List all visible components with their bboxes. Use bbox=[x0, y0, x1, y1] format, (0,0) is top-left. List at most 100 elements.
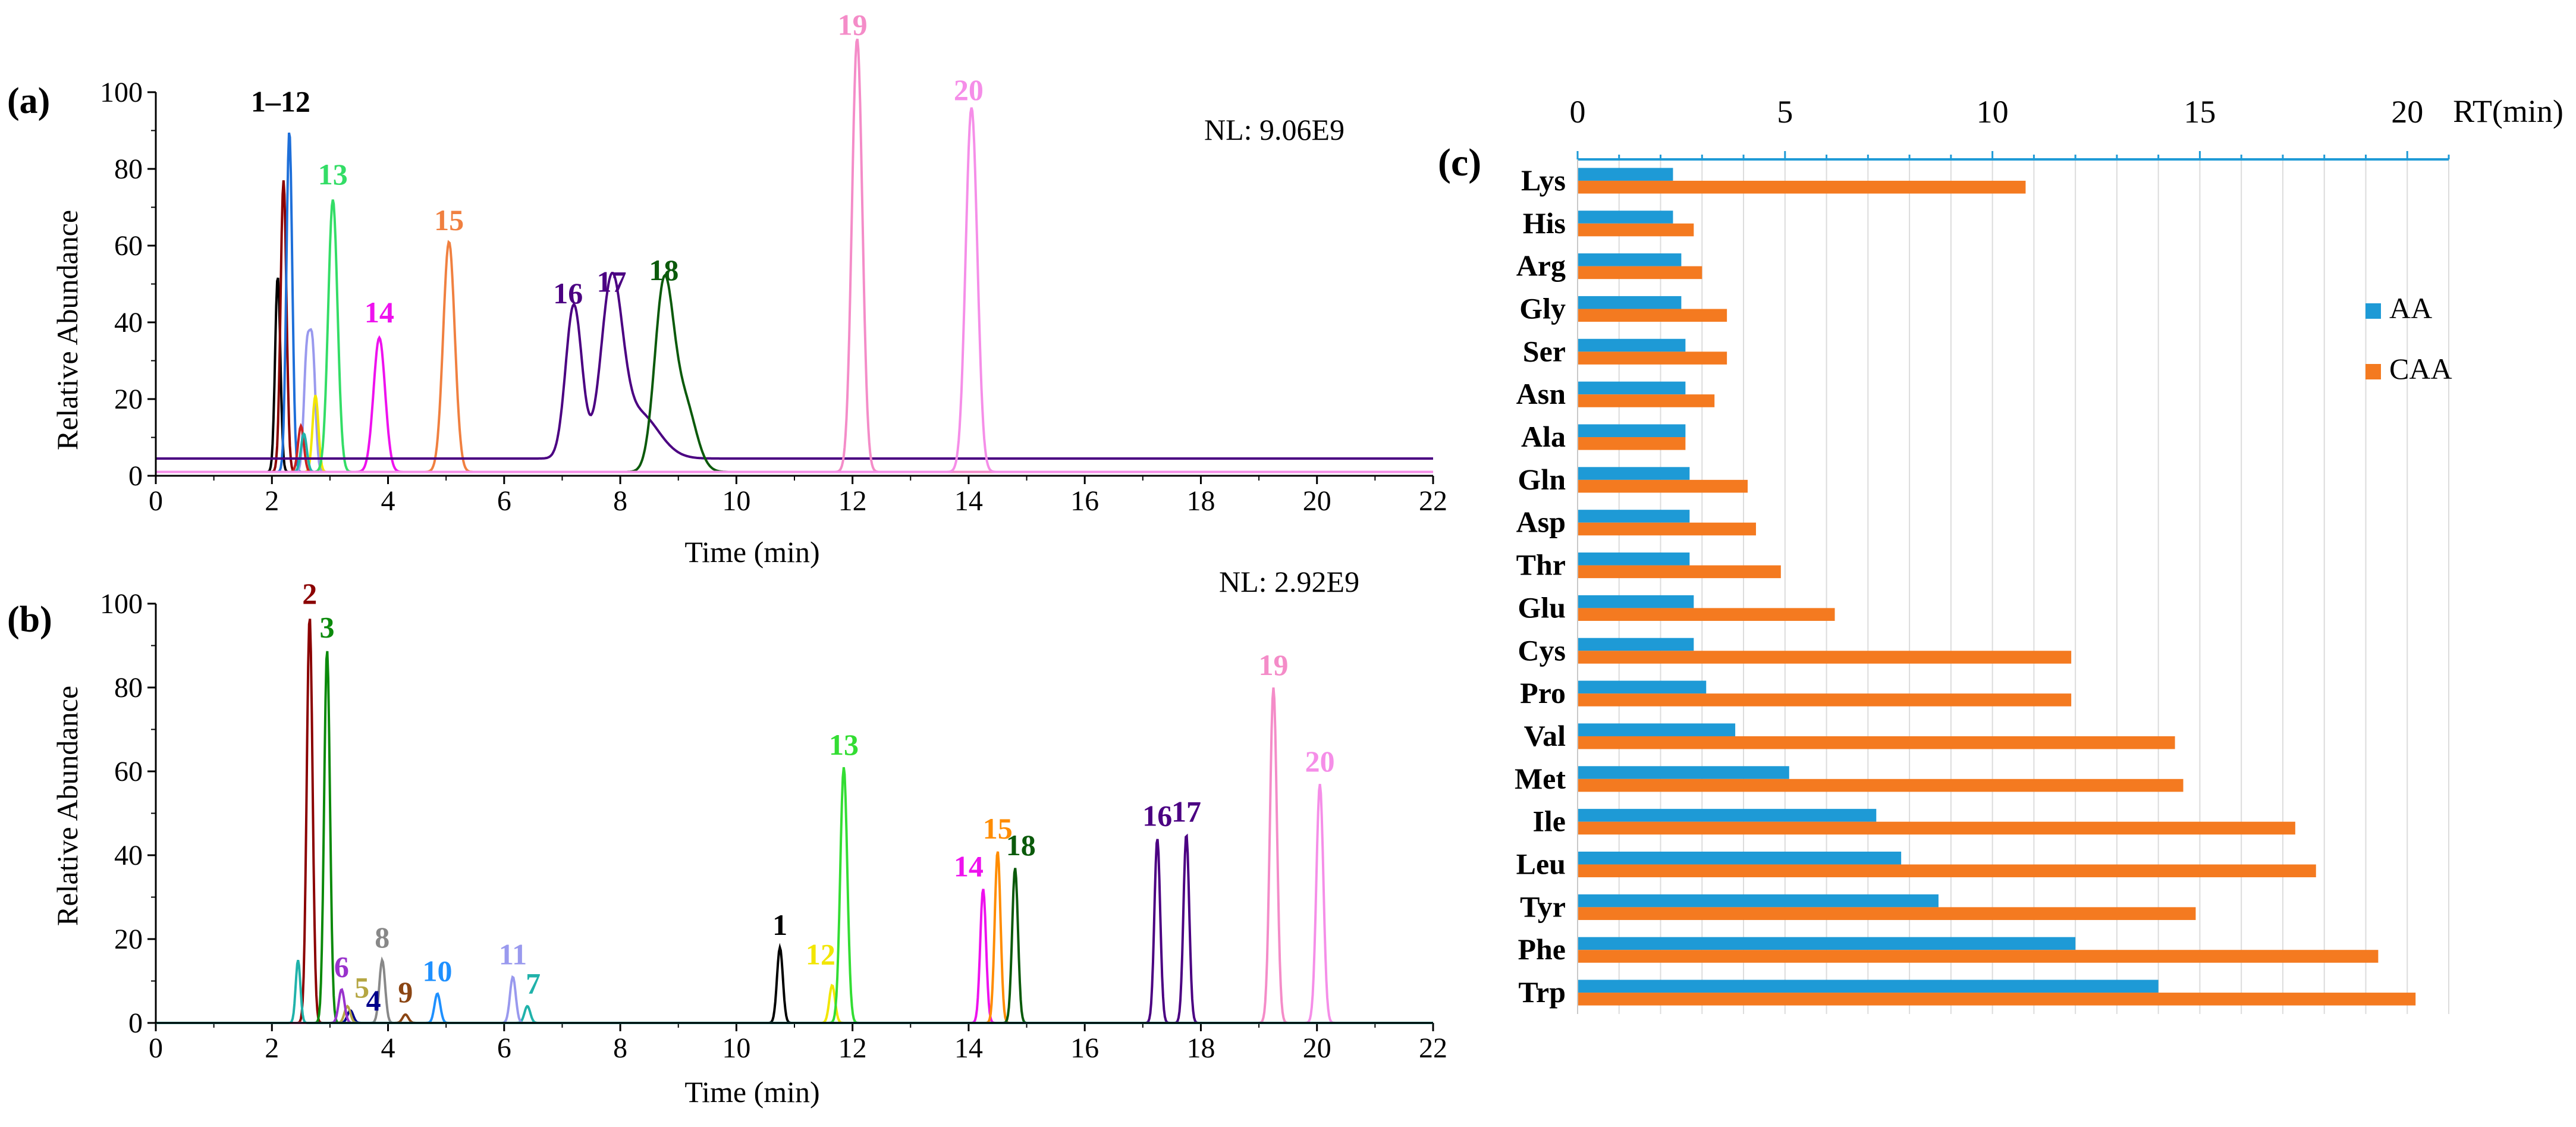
x-tick-label: 20 bbox=[2391, 94, 2423, 130]
x-tick-label: 0 bbox=[149, 1032, 163, 1064]
trace-20 bbox=[156, 107, 1433, 473]
bar-caa-gly bbox=[1578, 309, 1727, 322]
normalization-level-a: NL: 9.06E9 bbox=[1204, 113, 1344, 146]
peak-label: 6 bbox=[334, 950, 349, 983]
peak-label: 2 bbox=[302, 577, 317, 610]
axis-ticks-c: 0 5 10 15 20 bbox=[1570, 94, 2450, 159]
y-tick-label: 0 bbox=[128, 1007, 143, 1039]
category-label: Arg bbox=[1516, 249, 1566, 282]
trace-2 bbox=[156, 180, 1433, 473]
retention-time-bar-panel: (c) RT(min) Lys His Arg Gly Ser Asn Ala Gln Asp T… bbox=[1438, 93, 2564, 1014]
x-tick-label: 10 bbox=[722, 1032, 750, 1064]
category-label: Asn bbox=[1516, 377, 1566, 410]
category-label: Leu bbox=[1516, 847, 1566, 881]
category-label: Glu bbox=[1518, 591, 1566, 624]
category-label: Lys bbox=[1521, 164, 1566, 197]
category-label: His bbox=[1523, 206, 1566, 240]
bar-aa-ser bbox=[1578, 338, 1686, 352]
category-label: Pro bbox=[1520, 676, 1566, 710]
trace-19 bbox=[156, 38, 1433, 473]
x-tick-label: 16 bbox=[1070, 485, 1099, 517]
bar-aa-asp bbox=[1578, 510, 1690, 523]
category-label: Gln bbox=[1518, 463, 1566, 496]
bar-caa-ile bbox=[1578, 821, 2295, 835]
peak-label: 16 bbox=[553, 277, 583, 310]
x-tick-label: 16 bbox=[1070, 1032, 1099, 1064]
peak-label: 7 bbox=[526, 967, 541, 1000]
legend-swatch-aa bbox=[2365, 303, 2381, 319]
traces-a bbox=[156, 38, 1433, 473]
x-axis-label-c: RT(min) bbox=[2453, 93, 2564, 129]
category-label: Phe bbox=[1518, 933, 1566, 966]
category-label: Trp bbox=[1518, 975, 1566, 1009]
bar-aa-val bbox=[1578, 723, 1736, 736]
peak-label: 19 bbox=[838, 8, 868, 41]
trace-13 bbox=[156, 767, 1433, 1024]
panel-label-b: (b) bbox=[7, 599, 52, 640]
peak-label: 15 bbox=[983, 812, 1013, 845]
trace-4 bbox=[156, 328, 1433, 473]
x-tick-label: 2 bbox=[265, 485, 279, 517]
x-tick-label: 14 bbox=[954, 1032, 983, 1064]
peak-label: 19 bbox=[1259, 648, 1289, 682]
bar-caa-asn bbox=[1578, 394, 1715, 407]
y-tick-label: 40 bbox=[114, 840, 143, 871]
bar-aa-glu bbox=[1578, 595, 1694, 608]
peak-labels-a: 1–12 13 14 15 16 17 18 19 20 bbox=[251, 8, 984, 329]
bar-aa-met bbox=[1578, 766, 1789, 779]
y-tick-label: 20 bbox=[114, 384, 143, 415]
bar-caa-trp bbox=[1578, 993, 2416, 1006]
trace-16-17 bbox=[156, 272, 1433, 460]
x-tick-label: 6 bbox=[497, 1032, 511, 1064]
bar-caa-met bbox=[1578, 778, 2184, 792]
gridlines-c bbox=[1618, 159, 2449, 1014]
category-label: Thr bbox=[1516, 548, 1566, 582]
bar-caa-gln bbox=[1578, 479, 1748, 493]
x-tick-label: 15 bbox=[2184, 94, 2216, 130]
peak-label: 4 bbox=[366, 984, 381, 1017]
y-tick-label: 40 bbox=[114, 307, 143, 338]
peak-label: 18 bbox=[649, 253, 678, 287]
x-tick-label: 0 bbox=[1570, 94, 1586, 130]
trace-14 bbox=[156, 335, 1433, 473]
peak-label: 13 bbox=[829, 728, 859, 761]
y-axis-label-a: Relative Abundance bbox=[51, 210, 84, 450]
peak-label: 5 bbox=[354, 971, 369, 1004]
bar-caa-ser bbox=[1578, 351, 1727, 365]
bar-aa-ala bbox=[1578, 424, 1686, 438]
trace-17 bbox=[156, 833, 1433, 1024]
peak-label: 12 bbox=[806, 937, 835, 971]
x-tick-label: 8 bbox=[613, 1032, 627, 1064]
trace-20 bbox=[156, 784, 1433, 1024]
y-tick-label: 100 bbox=[100, 588, 143, 620]
x-tick-label: 22 bbox=[1419, 1032, 1447, 1064]
x-tick-label: 10 bbox=[1977, 94, 2009, 130]
trace-15 bbox=[156, 240, 1433, 473]
x-axis-label-a: Time (min) bbox=[684, 535, 819, 569]
peak-label: 3 bbox=[320, 610, 335, 643]
axis-ticks-a: 0 2 4 6 8 10 12 14 16 18 20 22 0 20 40 60 80 100 bbox=[100, 77, 1447, 517]
x-axis-label-b: Time (min) bbox=[684, 1075, 819, 1109]
peak-label: 8 bbox=[375, 921, 389, 954]
x-tick-label: 18 bbox=[1186, 1032, 1215, 1064]
trace-13 bbox=[156, 199, 1433, 473]
trace-18 bbox=[156, 868, 1433, 1024]
legend-label-caa: CAA bbox=[2389, 352, 2452, 385]
bar-caa-tyr bbox=[1578, 907, 2196, 920]
bar-aa-gln bbox=[1578, 467, 1690, 480]
peak-label: 17 bbox=[596, 265, 626, 298]
y-axis-label-b: Relative Abundance bbox=[51, 686, 84, 926]
bar-aa-trp bbox=[1578, 980, 2159, 993]
chromatogram-panel-a: (a) NL: 9.06E9 Relative Abundance Time (… bbox=[7, 8, 1447, 569]
trace-18 bbox=[156, 274, 1433, 473]
category-label: Met bbox=[1515, 762, 1566, 795]
bar-caa-asp bbox=[1578, 522, 1756, 536]
bar-caa-lys bbox=[1578, 180, 2026, 194]
x-tick-label: 12 bbox=[838, 1032, 867, 1064]
peak-label: 17 bbox=[1171, 795, 1201, 828]
bars-c bbox=[1578, 168, 2416, 1006]
peak-label: 1–12 bbox=[251, 84, 310, 118]
